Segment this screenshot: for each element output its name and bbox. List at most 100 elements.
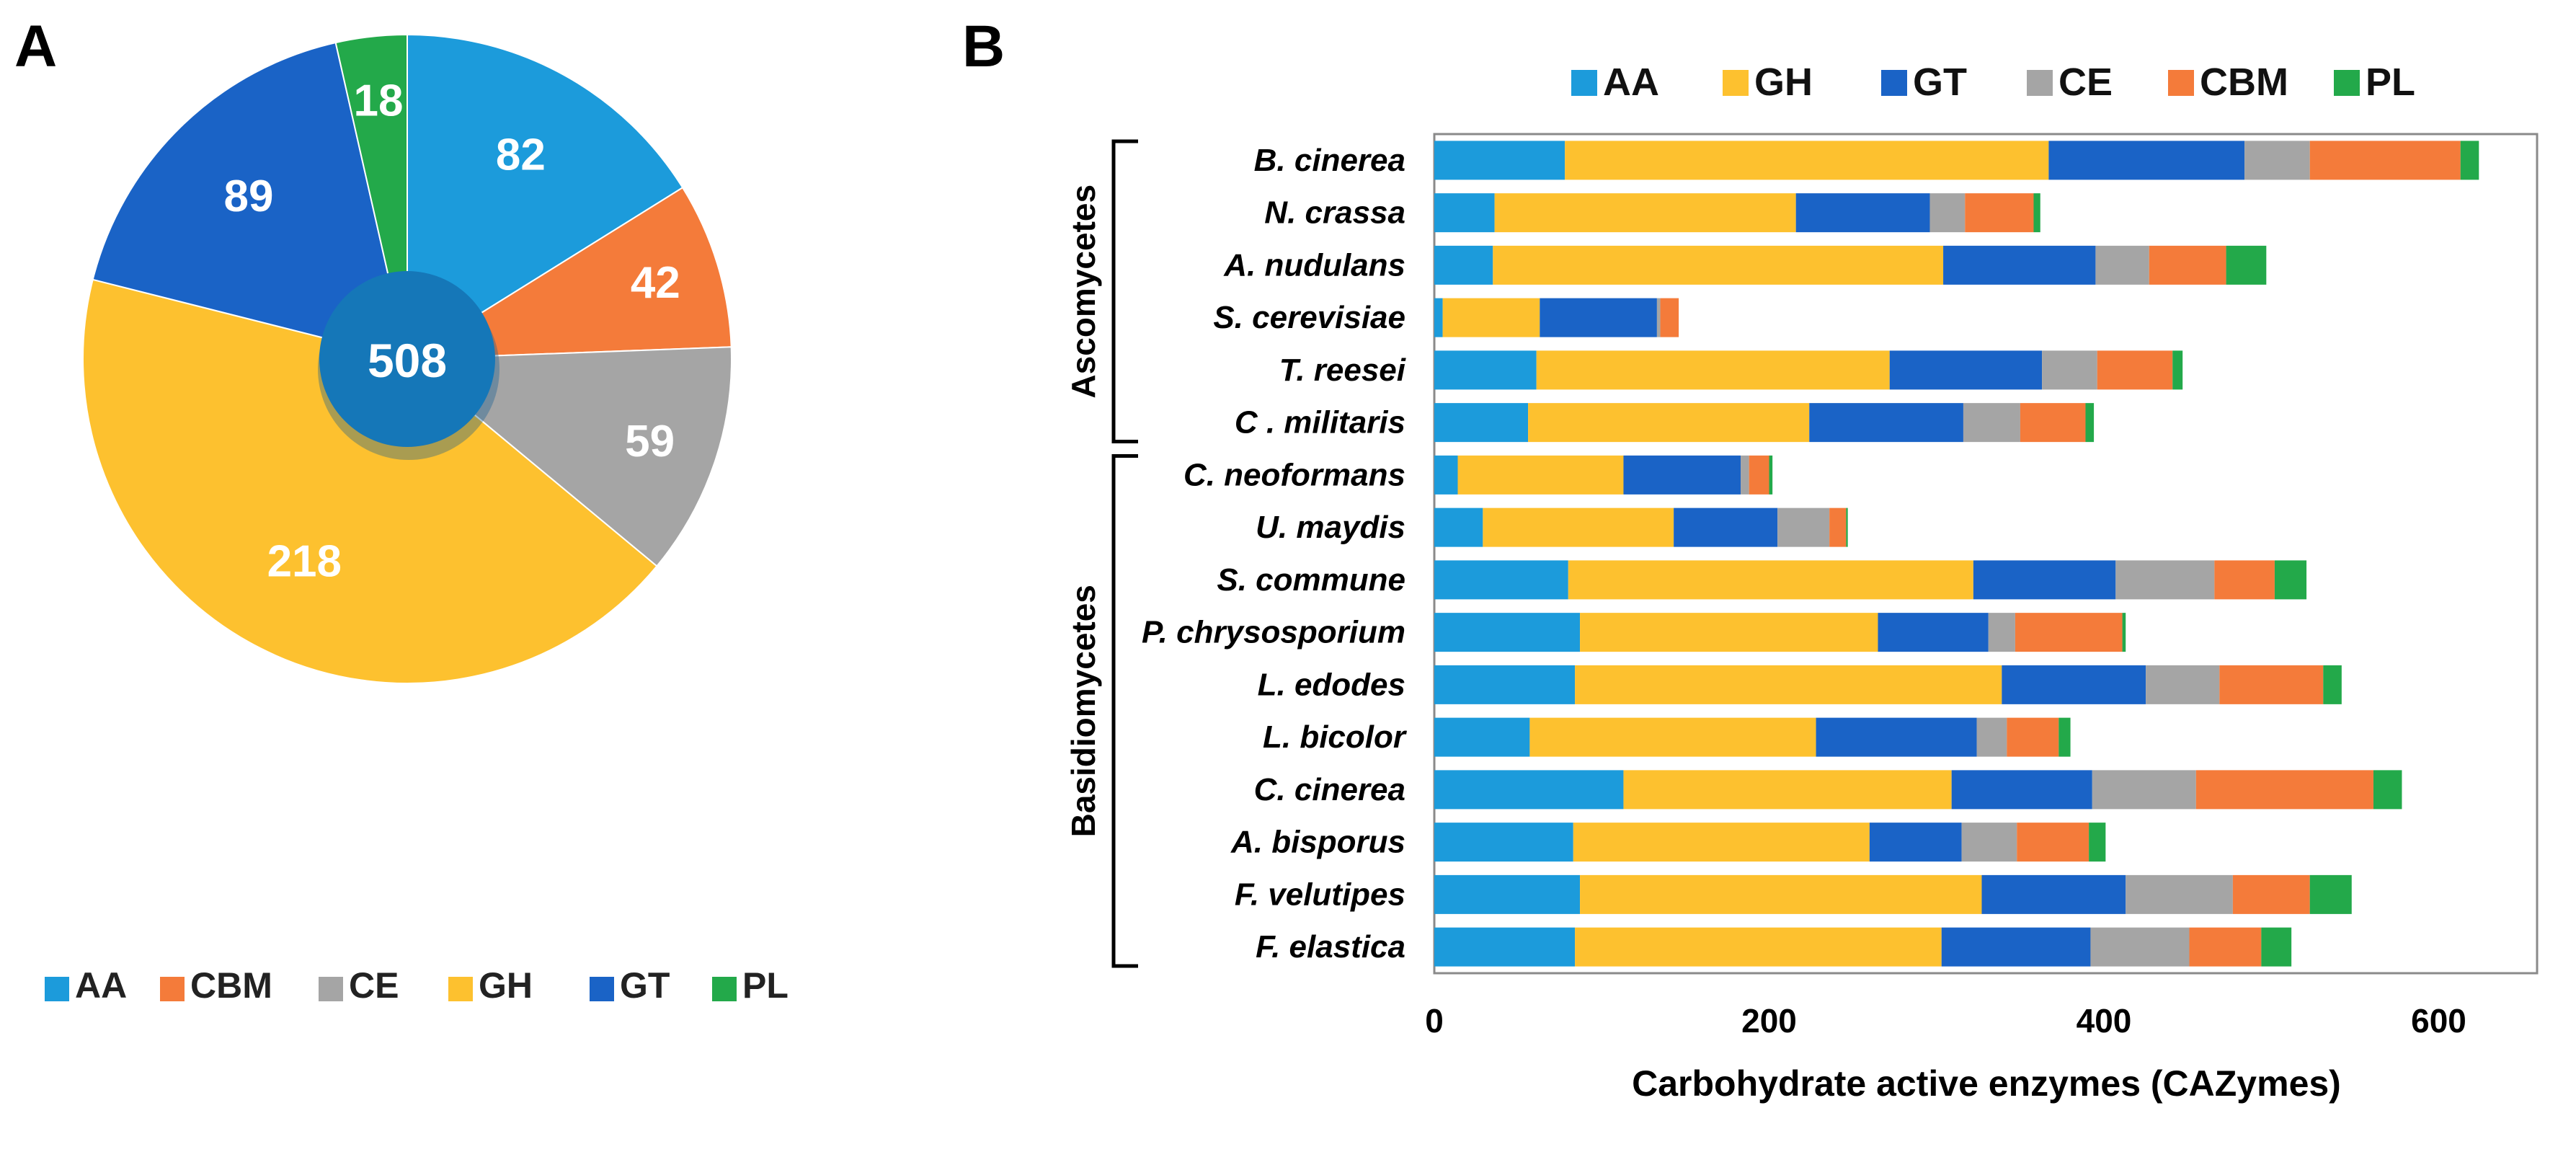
bar-c-neoformans-pl — [1769, 455, 1773, 495]
bar-f-elastica-aa — [1434, 927, 1576, 967]
category-label-p-chrysosporium: P. chrysosporium — [1142, 615, 1405, 650]
bar-p-chrysosporium-gh — [1580, 613, 1878, 652]
stacked-bar-chart: B. cinerea N. crassa A. nudulans S. cerevis… — [1065, 133, 2539, 1104]
bar-b-cinerea-ce — [2244, 141, 2310, 180]
bar-p-chrysosporium-pl — [2122, 613, 2126, 652]
bar-f-elastica-gt — [1941, 927, 2091, 967]
pie-label-pl: 18 — [354, 76, 404, 126]
bar-c-militaris-cbm — [2020, 403, 2086, 443]
bar-b-cinerea-cbm — [2309, 141, 2461, 180]
bar-l-edodes-aa — [1434, 665, 1576, 704]
bar-u-maydis-pl — [1846, 508, 1848, 547]
bar-n-crassa-gt — [1795, 193, 1930, 233]
bar-n-crassa-aa — [1434, 193, 1495, 233]
panel-a-label: A — [14, 14, 57, 79]
bar-c-militaris-ce — [1963, 403, 2020, 443]
category-label-c-neoformans: C. neoformans — [1183, 457, 1405, 492]
bar-a-bisporus-ce — [1961, 823, 2017, 862]
category-label-t-reesei: T. reesei — [1279, 353, 1406, 388]
bar-t-reesei-gh — [1536, 350, 1890, 390]
bar-c-neoformans-ce — [1741, 455, 1749, 495]
bar-l-edodes-gh — [1575, 665, 2002, 704]
bar-c-cinerea-gt — [1951, 770, 2092, 810]
bar-s-commune-cbm — [2214, 560, 2275, 600]
bar-t-reesei-cbm — [2097, 350, 2173, 390]
bar-c-cinerea-ce — [2092, 770, 2196, 810]
pie-legend-swatch-pl — [712, 977, 737, 1001]
bar-a-bisporus-cbm — [2017, 823, 2089, 862]
bar-a-bisporus-gh — [1573, 823, 1870, 862]
bar-p-chrysosporium-cbm — [2015, 613, 2123, 652]
bar-c-militaris-gt — [1809, 403, 1963, 443]
pie-legend-label-aa: AA — [75, 965, 127, 1006]
bar-a-nudulans-aa — [1434, 245, 1493, 285]
bar-u-maydis-ce — [1777, 508, 1830, 547]
bar-l-edodes-pl — [2323, 665, 2342, 704]
panel-b: B AA GH GT CE CBM PL B. cinerea N. crassa A. nu… — [962, 14, 2539, 1104]
category-label-s-commune: S. commune — [1217, 562, 1405, 598]
category-label-b-cinerea: B. cinerea — [1254, 143, 1405, 178]
panel-b-label: B — [962, 14, 1005, 79]
pie-slice-gh — [82, 278, 658, 684]
category-label-a-bisporus: A. bisporus — [1230, 825, 1405, 860]
pie-legend: AA CBM CE GH GT PL — [45, 965, 789, 1006]
bar-b-cinerea-aa — [1434, 141, 1565, 180]
center-circle — [319, 271, 495, 447]
pie-label-cbm: 42 — [631, 258, 680, 308]
category-label-l-edodes: L. edodes — [1258, 667, 1405, 702]
category-label-f-velutipes: F. velutipes — [1235, 877, 1405, 912]
bar-f-elastica-pl — [2261, 927, 2292, 967]
bar-a-bisporus-aa — [1434, 823, 1573, 862]
bar-a-nudulans-ce — [2095, 245, 2149, 285]
bar-legend-label-gh: GH — [1754, 61, 1813, 104]
pie-legend-label-ce: CE — [349, 965, 399, 1006]
bar-c-neoformans-aa — [1434, 455, 1458, 495]
bar-c-cinerea-aa — [1434, 770, 1624, 810]
bar-s-commune-ce — [2115, 560, 2215, 600]
bar-u-maydis-gh — [1483, 508, 1674, 547]
pie-legend-swatch-gh — [448, 977, 473, 1001]
plot-frame — [1433, 133, 2539, 975]
bar-c-neoformans-cbm — [1749, 455, 1769, 495]
bar-b-cinerea-gt — [2048, 141, 2245, 180]
bar-l-bicolor-cbm — [2007, 717, 2059, 757]
bar-a-nudulans-pl — [2226, 245, 2267, 285]
pie-slice-aa — [407, 33, 684, 360]
bar-b-cinerea-gh — [1565, 141, 2049, 180]
pie-chart: 82 42 59 218 89 18 508 — [82, 33, 732, 684]
bar-f-velutipes-gt — [1981, 874, 2126, 914]
bar-u-maydis-gt — [1674, 508, 1778, 547]
pie-legend-swatch-ce — [319, 977, 343, 1001]
bar-c-neoformans-gt — [1623, 455, 1741, 495]
bar-u-maydis-cbm — [1829, 508, 1847, 547]
bar-legend-swatch-aa — [1571, 70, 1597, 96]
pie-legend-label-gt: GT — [620, 965, 670, 1006]
bar-s-commune-gh — [1568, 560, 1973, 600]
bar-s-commune-gt — [1973, 560, 2116, 600]
panel-a: A 82 42 59 218 89 18 508 AA CBM CE GH GT PL — [14, 14, 789, 1006]
bar-legend-label-ce: CE — [2058, 61, 2113, 104]
bar-s-cerevisiae-ce — [1656, 298, 1661, 337]
bar-c-militaris-gh — [1528, 403, 1810, 443]
bar-l-bicolor-pl — [2058, 717, 2071, 757]
category-label-s-cerevisiae: S. cerevisiae — [1213, 300, 1405, 335]
bar-legend-swatch-cbm — [2168, 70, 2194, 96]
bar-f-elastica-gh — [1575, 927, 1942, 967]
bar-legend-label-aa: AA — [1603, 61, 1659, 104]
bar-t-reesei-pl — [2172, 350, 2183, 390]
x-tick-400: 400 — [2077, 1002, 2132, 1040]
bar-p-chrysosporium-gt — [1878, 613, 1989, 652]
bar-t-reesei-gt — [1889, 350, 2043, 390]
bar-legend-swatch-gt — [1881, 70, 1907, 96]
bar-l-bicolor-gt — [1816, 717, 1977, 757]
bar-p-chrysosporium-aa — [1434, 613, 1581, 652]
bar-f-velutipes-aa — [1434, 874, 1581, 914]
bar-a-bisporus-pl — [2089, 823, 2106, 862]
bar-s-cerevisiae-gt — [1540, 298, 1657, 337]
pie-legend-swatch-aa — [45, 977, 69, 1001]
center-total: 508 — [368, 334, 447, 387]
pie-slice-ce — [405, 346, 732, 567]
pie-legend-label-pl: PL — [742, 965, 789, 1006]
bar-legend-label-gt: GT — [1913, 61, 1967, 104]
category-label-n-crassa: N. crassa — [1264, 195, 1405, 231]
